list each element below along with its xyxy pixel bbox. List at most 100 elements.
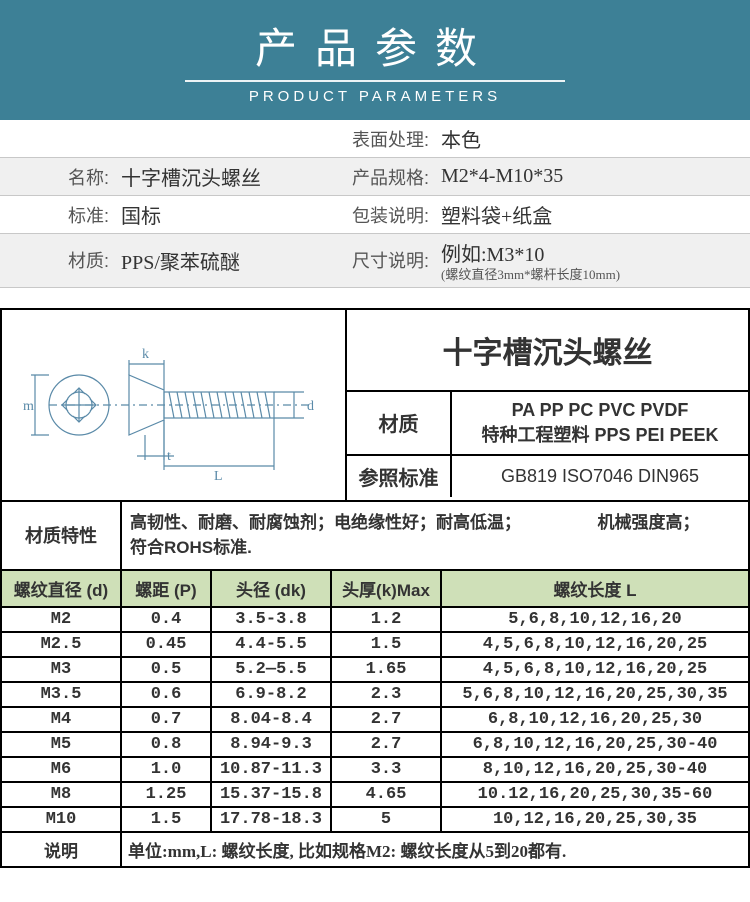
table-cell: 3.3 <box>332 758 442 781</box>
diagram-label-t: t <box>167 449 171 464</box>
param-value: PPS/聚苯硫醚 <box>115 242 335 279</box>
table-cell: 1.5 <box>122 808 212 831</box>
table-cell: M8 <box>2 783 122 806</box>
param-row: 标准:国标包装说明:塑料袋+纸盒 <box>0 196 750 234</box>
table-cell: 0.45 <box>122 633 212 656</box>
table-row: M81.2515.37-15.84.6510.12,16,20,25,30,35… <box>2 783 748 808</box>
table-cell: 5,6,8,10,12,16,20,25,30,35 <box>442 683 748 706</box>
table-cell: 17.78-18.3 <box>212 808 332 831</box>
table-cell: 1.65 <box>332 658 442 681</box>
param-value: 本色 <box>435 120 750 157</box>
table-cell: 5,6,8,10,12,16,20 <box>442 608 748 631</box>
table-cell: 4,5,6,8,10,12,16,20,25 <box>442 633 748 656</box>
table-cell: 5 <box>332 808 442 831</box>
param-value: 塑料袋+纸盒 <box>435 196 750 233</box>
table-cell: 2.7 <box>332 708 442 731</box>
table-header-cell: 螺纹直径 (d) <box>2 571 122 606</box>
param-value: 例如:M3*10(螺纹直径3mm*螺杆长度10mm) <box>435 234 750 287</box>
param-row: 表面处理:本色 <box>0 120 750 158</box>
param-label: 材质: <box>0 243 115 277</box>
table-cell: 8.04-8.4 <box>212 708 332 731</box>
diagram-label-L: L <box>214 469 223 484</box>
table-cell: 4.4-5.5 <box>212 633 332 656</box>
product-params: 表面处理:本色名称:十字槽沉头螺丝产品规格:M2*4-M10*35标准:国标包装… <box>0 120 750 288</box>
table-cell: 0.7 <box>122 708 212 731</box>
table-header-cell: 头径 (dk) <box>212 571 332 606</box>
param-label: 尺寸说明: <box>335 243 435 277</box>
material-line2: 特种工程塑料 PPS PEI PEEK <box>481 423 718 448</box>
table-cell: 6,8,10,12,16,20,25,30-40 <box>442 733 748 756</box>
table-cell: 4,5,6,8,10,12,16,20,25 <box>442 658 748 681</box>
spec-table-body: M20.43.5-3.81.25,6,8,10,12,16,20M2.50.45… <box>2 608 748 833</box>
standard-value: GB819 ISO7046 DIN965 <box>452 456 748 497</box>
table-cell: 6.9-8.2 <box>212 683 332 706</box>
table-cell: 0.4 <box>122 608 212 631</box>
table-header-cell: 头厚(k)Max <box>332 571 442 606</box>
header-title-cn: 产品参数 <box>255 15 495 76</box>
table-cell: 3.5-3.8 <box>212 608 332 631</box>
param-value: 国标 <box>115 196 335 233</box>
standard-label: 参照标准 <box>347 456 452 497</box>
param-row: 材质:PPS/聚苯硫醚尺寸说明:例如:M3*10(螺纹直径3mm*螺杆长度10m… <box>0 234 750 288</box>
table-cell: 4.65 <box>332 783 442 806</box>
feature-value: 高韧性、耐磨、耐腐蚀剂；电绝缘性好；耐高低温； 机械强度高； 符合ROHS标准. <box>122 502 748 569</box>
table-cell: M5 <box>2 733 122 756</box>
table-cell: M2.5 <box>2 633 122 656</box>
table-cell: M3 <box>2 658 122 681</box>
header-title-en: PRODUCT PARAMETERS <box>249 88 501 105</box>
table-row: M30.55.2—5.51.654,5,6,8,10,12,16,20,25 <box>2 658 748 683</box>
table-row: M50.88.94-9.32.76,8,10,12,16,20,25,30-40 <box>2 733 748 758</box>
table-cell: M10 <box>2 808 122 831</box>
table-cell: 8,10,12,16,20,25,30-40 <box>442 758 748 781</box>
param-label: 表面处理: <box>335 122 435 156</box>
diagram-label-d: d <box>307 399 314 414</box>
feature-row: 材质特性 高韧性、耐磨、耐腐蚀剂；电绝缘性好；耐高低温； 机械强度高； 符合RO… <box>2 502 748 571</box>
material-line1: PA PP PC PVC PVDF <box>481 398 718 423</box>
table-cell: 1.0 <box>122 758 212 781</box>
note-label: 说明 <box>2 833 122 866</box>
table-cell: 1.5 <box>332 633 442 656</box>
param-label: 名称: <box>0 160 115 194</box>
material-label: 材质 <box>347 392 452 454</box>
param-label: 包装说明: <box>335 198 435 232</box>
note-value: 单位:mm,L: 螺纹长度, 比如规格M2: 螺纹长度从5到20都有. <box>122 833 748 866</box>
spec-table-header: 螺纹直径 (d)螺距 (P)头径 (dk)头厚(k)Max螺纹长度 L <box>2 571 748 608</box>
spec-product-title: 十字槽沉头螺丝 <box>347 310 748 392</box>
table-header-cell: 螺距 (P) <box>122 571 212 606</box>
param-value <box>115 135 335 143</box>
table-cell: 10,12,16,20,25,30,35 <box>442 808 748 831</box>
spec-block: m k t L d 十字槽沉头螺丝 材质 PA PP PC PVC PVDF 特… <box>0 308 750 868</box>
spec-right-panel: 十字槽沉头螺丝 材质 PA PP PC PVC PVDF 特种工程塑料 PPS … <box>347 310 748 500</box>
table-cell: 5.2—5.5 <box>212 658 332 681</box>
table-cell: 0.5 <box>122 658 212 681</box>
param-label: 产品规格: <box>335 160 435 194</box>
table-cell: M2 <box>2 608 122 631</box>
table-cell: 2.7 <box>332 733 442 756</box>
table-cell: 0.8 <box>122 733 212 756</box>
param-label: 标准: <box>0 198 115 232</box>
header-banner: 产品参数 PRODUCT PARAMETERS <box>0 0 750 120</box>
table-row: M2.50.454.4-5.51.54,5,6,8,10,12,16,20,25 <box>2 633 748 658</box>
table-cell: 2.3 <box>332 683 442 706</box>
table-header-cell: 螺纹长度 L <box>442 571 748 606</box>
table-cell: 15.37-15.8 <box>212 783 332 806</box>
table-cell: 0.6 <box>122 683 212 706</box>
param-row: 名称:十字槽沉头螺丝产品规格:M2*4-M10*35 <box>0 158 750 196</box>
table-row: M20.43.5-3.81.25,6,8,10,12,16,20 <box>2 608 748 633</box>
param-value: 十字槽沉头螺丝 <box>115 158 335 195</box>
param-label <box>0 135 115 143</box>
table-row: M61.010.87-11.33.38,10,12,16,20,25,30-40 <box>2 758 748 783</box>
table-row: M101.517.78-18.3510,12,16,20,25,30,35 <box>2 808 748 833</box>
screw-diagram: m k t L d <box>2 310 347 500</box>
material-value: PA PP PC PVC PVDF 特种工程塑料 PPS PEI PEEK <box>452 392 748 454</box>
table-cell: 1.25 <box>122 783 212 806</box>
table-cell: M4 <box>2 708 122 731</box>
table-cell: M6 <box>2 758 122 781</box>
feature-label: 材质特性 <box>2 502 122 569</box>
diagram-svg: m k t L d <box>9 320 339 490</box>
param-value: M2*4-M10*35 <box>435 161 750 192</box>
table-cell: 6,8,10,12,16,20,25,30 <box>442 708 748 731</box>
diagram-label-k: k <box>142 347 149 362</box>
table-cell: 1.2 <box>332 608 442 631</box>
table-cell: 8.94-9.3 <box>212 733 332 756</box>
